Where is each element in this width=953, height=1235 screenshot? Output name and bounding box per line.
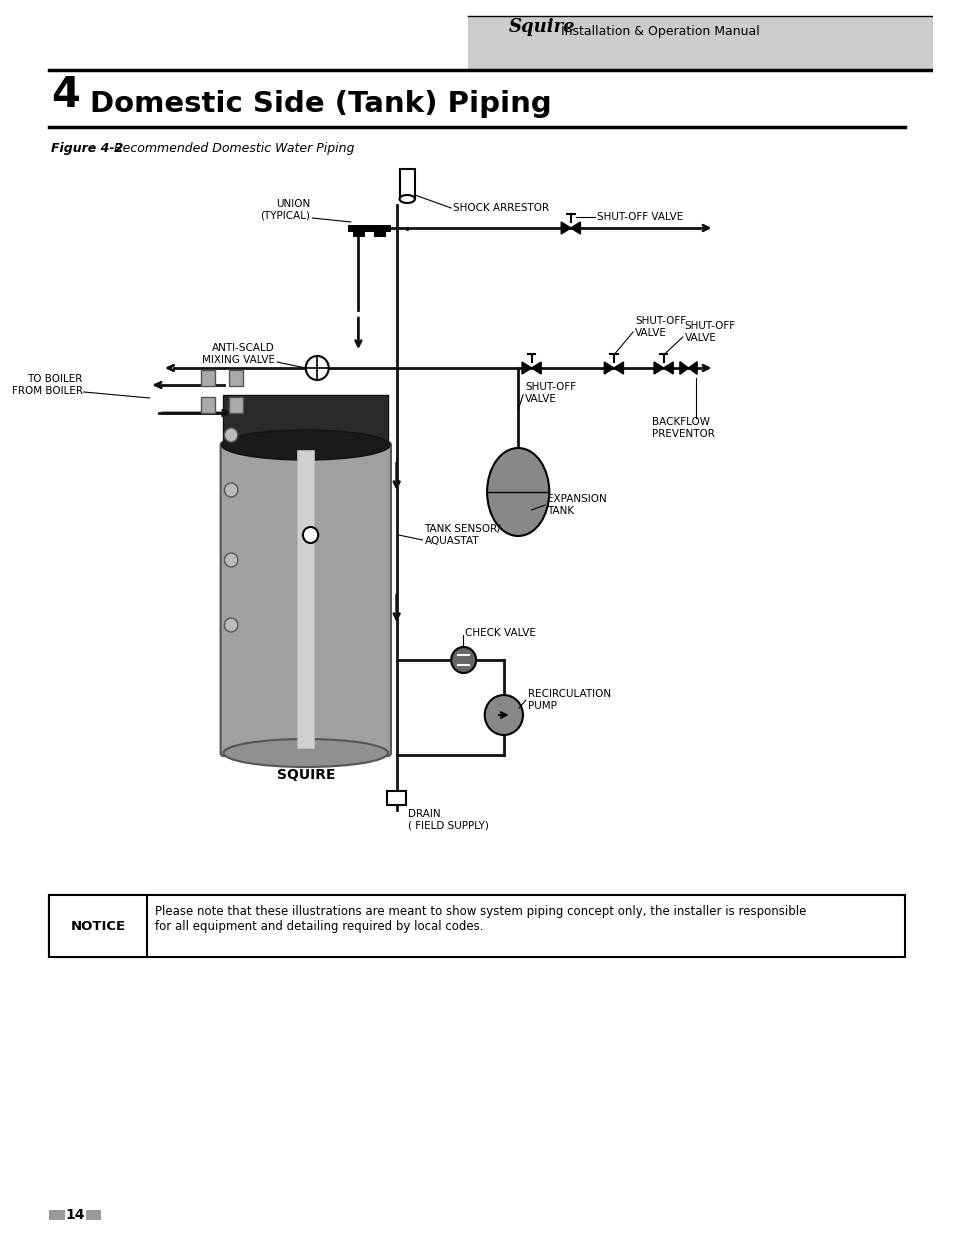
Circle shape (484, 695, 522, 735)
Bar (468, 16, 932, 70)
Text: EXPANSION
TANK: EXPANSION TANK (546, 494, 606, 516)
Bar (86, 1210, 101, 1220)
Bar (50, 1210, 65, 1220)
Text: TO BOILER
FROM BOILER: TO BOILER FROM BOILER (11, 374, 83, 395)
Text: SHUT-OFF
VALVE: SHUT-OFF VALVE (635, 316, 685, 338)
Bar (223, 395, 388, 445)
Text: SHUT-OFF
VALVE: SHUT-OFF VALVE (524, 382, 576, 404)
Polygon shape (521, 362, 531, 374)
Text: Please note that these illustrations are meant to show system piping concept onl: Please note that these illustrations are… (154, 905, 805, 932)
Circle shape (451, 647, 476, 673)
Text: 4: 4 (51, 74, 80, 116)
Bar (201, 396, 214, 412)
Text: SHUT-OFF VALVE: SHUT-OFF VALVE (596, 212, 682, 222)
Text: Recommended Domestic Water Piping: Recommended Domestic Water Piping (114, 142, 355, 156)
Polygon shape (654, 362, 663, 374)
Ellipse shape (487, 448, 549, 536)
Circle shape (224, 618, 237, 632)
Bar (50, 895, 147, 957)
Polygon shape (613, 362, 623, 374)
Circle shape (224, 429, 237, 442)
Polygon shape (679, 362, 688, 374)
Circle shape (224, 483, 237, 496)
Text: SHOCK ARRESTOR: SHOCK ARRESTOR (453, 203, 549, 212)
Text: RECIRCULATION
PUMP: RECIRCULATION PUMP (527, 689, 610, 711)
Bar (399, 169, 415, 199)
Bar (229, 396, 242, 412)
Bar (201, 370, 214, 387)
Polygon shape (603, 362, 613, 374)
Polygon shape (560, 222, 570, 233)
Text: 14: 14 (66, 1208, 85, 1221)
Polygon shape (570, 222, 579, 233)
Text: Installation & Operation Manual: Installation & Operation Manual (560, 26, 760, 38)
Text: DRAIN
( FIELD SUPPLY): DRAIN ( FIELD SUPPLY) (408, 809, 489, 831)
Bar (296, 450, 314, 748)
Ellipse shape (399, 195, 415, 203)
FancyBboxPatch shape (220, 442, 391, 756)
Text: SQUIRE: SQUIRE (276, 768, 335, 782)
Text: TANK SENSOR/
AQUASTAT: TANK SENSOR/ AQUASTAT (424, 524, 500, 546)
Text: Domestic Side (Tank) Piping: Domestic Side (Tank) Piping (90, 90, 551, 119)
Bar (50, 895, 903, 957)
Polygon shape (531, 362, 540, 374)
Text: Squire: Squire (508, 19, 575, 36)
Text: CHECK VALVE: CHECK VALVE (464, 629, 535, 638)
Circle shape (224, 553, 237, 567)
Circle shape (306, 356, 329, 380)
Polygon shape (688, 362, 697, 374)
Polygon shape (663, 362, 673, 374)
Bar (387, 790, 406, 805)
Ellipse shape (221, 430, 390, 459)
Circle shape (303, 527, 318, 543)
Text: BACKFLOW
PREVENTOR: BACKFLOW PREVENTOR (652, 417, 715, 438)
Ellipse shape (223, 739, 388, 767)
Text: UNION
(TYPICAL): UNION (TYPICAL) (260, 199, 311, 221)
Text: SHUT-OFF
VALVE: SHUT-OFF VALVE (684, 321, 735, 343)
Text: ANTI-SCALD
MIXING VALVE: ANTI-SCALD MIXING VALVE (202, 343, 274, 364)
Text: NOTICE: NOTICE (71, 920, 126, 932)
Bar (229, 370, 242, 387)
Text: Figure 4-2: Figure 4-2 (51, 142, 124, 156)
